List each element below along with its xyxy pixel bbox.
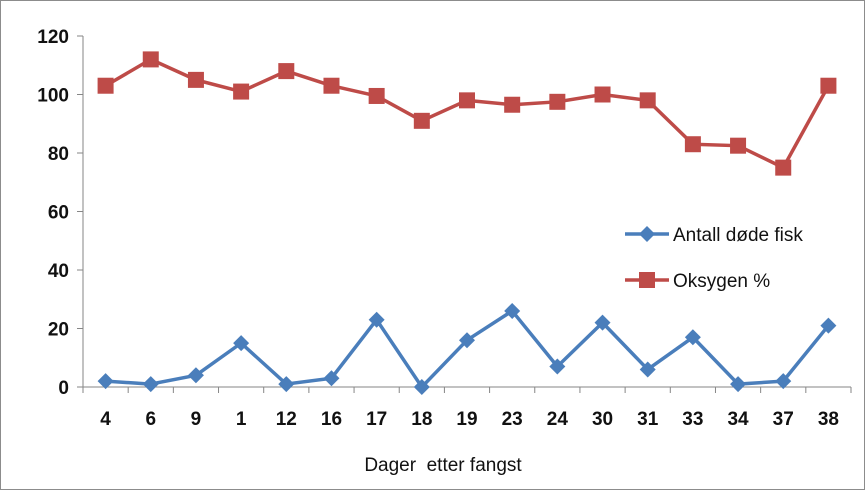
data-point [142,376,159,393]
x-tick-label: 9 [191,409,202,430]
data-point [504,96,521,113]
data-point [368,311,385,328]
x-tick-label: 16 [321,409,342,430]
data-point [504,302,521,319]
data-point [142,51,159,68]
series-2 [97,51,837,176]
data-point [97,77,114,94]
x-tick-label: 38 [818,409,839,430]
data-point [187,367,204,384]
y-tick-label: 20 [48,320,69,341]
data-point [820,77,837,94]
data-point [730,137,747,154]
data-point [278,376,295,393]
legend: Antall døde fisk Oksygen % [625,225,803,292]
x-tick-label: 18 [411,409,432,430]
x-tick-label: 34 [727,409,749,430]
y-axis: 0 20 40 60 80 100 120 [37,27,84,399]
y-tick-label: 40 [48,261,69,282]
series-1 [97,302,837,395]
data-point [594,86,611,103]
legend-label: Antall døde fisk [673,225,803,246]
x-tick-label: 4 [100,409,111,430]
data-point [187,71,204,88]
x-tick-label: 6 [145,409,156,430]
x-tick-label: 17 [366,409,387,430]
series-layer [97,51,837,395]
data-point [684,136,701,153]
data-point [413,112,430,129]
x-tick-label: 37 [773,409,794,430]
data-point [639,361,656,378]
x-tick-label: 33 [682,409,703,430]
series-line [105,309,830,389]
data-point [97,373,114,390]
data-point [233,83,250,100]
x-tick-label: 12 [276,409,297,430]
data-point [459,92,475,109]
legend-marker [639,272,655,288]
data-point [684,329,701,346]
legend-label: Oksygen % [673,271,770,292]
y-tick-label: 80 [48,144,69,165]
y-tick-label: 0 [58,378,69,399]
x-tick-label: 1 [236,409,247,430]
data-point [549,93,566,110]
data-point [233,335,250,352]
legend-marker [639,226,655,242]
data-point [775,373,792,390]
data-point [278,63,295,80]
data-point [549,358,566,375]
x-tick-label: 30 [592,409,613,430]
data-point [730,376,747,393]
x-axis-title: Dager etter fangst [364,455,522,476]
x-tick-label: 19 [456,409,477,430]
y-tick-label: 120 [37,27,69,48]
x-tick-label: 31 [637,409,659,430]
data-point [594,314,611,331]
x-tick-label: 23 [502,409,523,430]
data-point [323,370,340,387]
x-axis: 4 6 9 1 12 16 17 18 19 23 24 30 31 33 34 37 38 [82,386,852,430]
data-point [368,87,385,104]
data-point [639,92,656,109]
y-tick-label: 60 [48,203,69,224]
series-line [104,57,830,170]
data-point [323,77,340,94]
x-tick-label: 24 [547,409,569,430]
legend-item: Oksygen % [625,271,770,292]
data-point [775,159,792,176]
data-point [413,379,430,395]
legend-item: Antall døde fisk [625,225,803,246]
data-point [820,317,837,334]
y-tick-label: 100 [37,86,69,107]
data-point [459,332,475,349]
